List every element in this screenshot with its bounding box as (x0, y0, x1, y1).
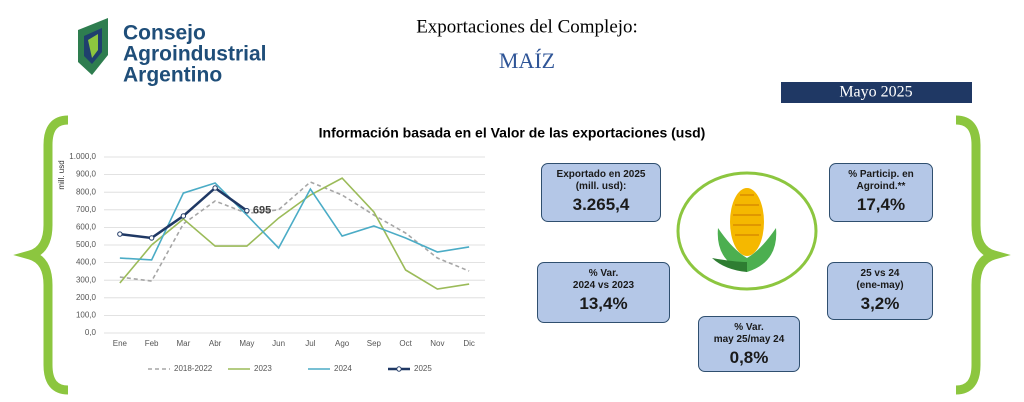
logo-text: Agroindustrial (123, 43, 267, 66)
chart-title: Información basada en el Valor de las ex… (319, 125, 706, 141)
y-tick-label: 1.000,0 (69, 152, 96, 161)
brace-right (955, 115, 1011, 395)
kpi-label: 2024 vs 2023 (572, 280, 635, 291)
kpi-label: 25 vs 24 (860, 268, 900, 279)
point-marker (244, 207, 250, 214)
point-marker (180, 213, 187, 219)
kpi-value: 3.265,4 (572, 195, 630, 214)
logo-text: Argentino (123, 64, 222, 87)
brace-left (13, 115, 69, 395)
x-tick-label: Mar (176, 339, 190, 348)
logo-mark (78, 18, 108, 75)
point-marker (148, 235, 155, 241)
x-tick-label: Jun (272, 339, 285, 348)
kpi-value: 0,8% (729, 348, 769, 367)
kpi-value: 13,4% (579, 294, 628, 313)
page-title: Exportaciones del Complejo: (416, 16, 638, 37)
data-label: 695 (253, 205, 271, 217)
kpi-label: % Particip. en (848, 169, 914, 180)
kpi-label: may 25/may 24 (713, 334, 785, 345)
kpi-label: Exportado en 2025 (556, 169, 646, 180)
x-tick-label: Ene (113, 339, 128, 348)
legend-label: 2018-2022 (174, 364, 213, 373)
x-tick-label: Feb (145, 339, 159, 348)
series-line (119, 177, 470, 290)
series-line (119, 182, 470, 261)
kpi-label: Agroind.** (856, 181, 906, 192)
y-tick-label: 500,0 (76, 240, 97, 249)
kpi-box: % Var. may 25/may 24 0,8% (698, 316, 800, 372)
x-tick-label: Sep (367, 339, 382, 348)
kpi-box: Exportado en 2025 (mill. usd): 3.265,4 (541, 163, 661, 222)
corn-icon (676, 171, 818, 291)
y-tick-label: 100,0 (76, 311, 97, 320)
x-tick-label: May (239, 339, 254, 348)
y-tick-label: 400,0 (76, 258, 97, 267)
y-tick-label: 300,0 (76, 275, 97, 284)
y-axis-label: mill. usd (57, 160, 66, 189)
product: MAÍZ (499, 48, 555, 73)
legend-label: 2023 (254, 364, 272, 373)
y-tick-label: 700,0 (76, 205, 97, 214)
x-tick-label: Jul (305, 339, 315, 348)
kpi-label: % Var. (588, 268, 619, 279)
kpi-value: 3,2% (860, 294, 900, 313)
y-tick-label: 900,0 (76, 170, 97, 179)
kpi-label: % Var. (734, 322, 764, 333)
y-tick-label: 0,0 (85, 328, 97, 337)
kpi-value: 17,4% (856, 195, 906, 214)
x-tick-label: Oct (399, 339, 412, 348)
logo-text: Consejo (123, 22, 206, 45)
point-marker (117, 231, 123, 237)
x-tick-label: Abr (209, 339, 222, 348)
kpi-box: % Particip. en Agroind.** 17,4% (829, 163, 933, 222)
period-box (781, 82, 972, 103)
x-tick-label: Ago (335, 339, 350, 348)
y-tick-label: 800,0 (76, 187, 97, 196)
series-line (119, 181, 470, 282)
legend-label: 2025 (414, 364, 432, 373)
point-marker (212, 185, 218, 191)
y-tick-label: 600,0 (76, 223, 97, 232)
kpi-box: % Var. 2024 vs 2023 13,4% (537, 262, 670, 323)
period: Mayo 2025 (839, 84, 912, 101)
kpi-box: 25 vs 24 (ene-may) 3,2% (827, 262, 933, 320)
legend-marker (396, 366, 402, 372)
kpi-label: (mill. usd): (575, 181, 627, 192)
x-tick-label: Nov (430, 339, 444, 348)
kpi-label: (ene-may) (856, 280, 904, 291)
x-tick-label: Dic (463, 339, 475, 348)
legend-label: 2024 (334, 364, 352, 373)
y-tick-label: 200,0 (76, 293, 97, 302)
